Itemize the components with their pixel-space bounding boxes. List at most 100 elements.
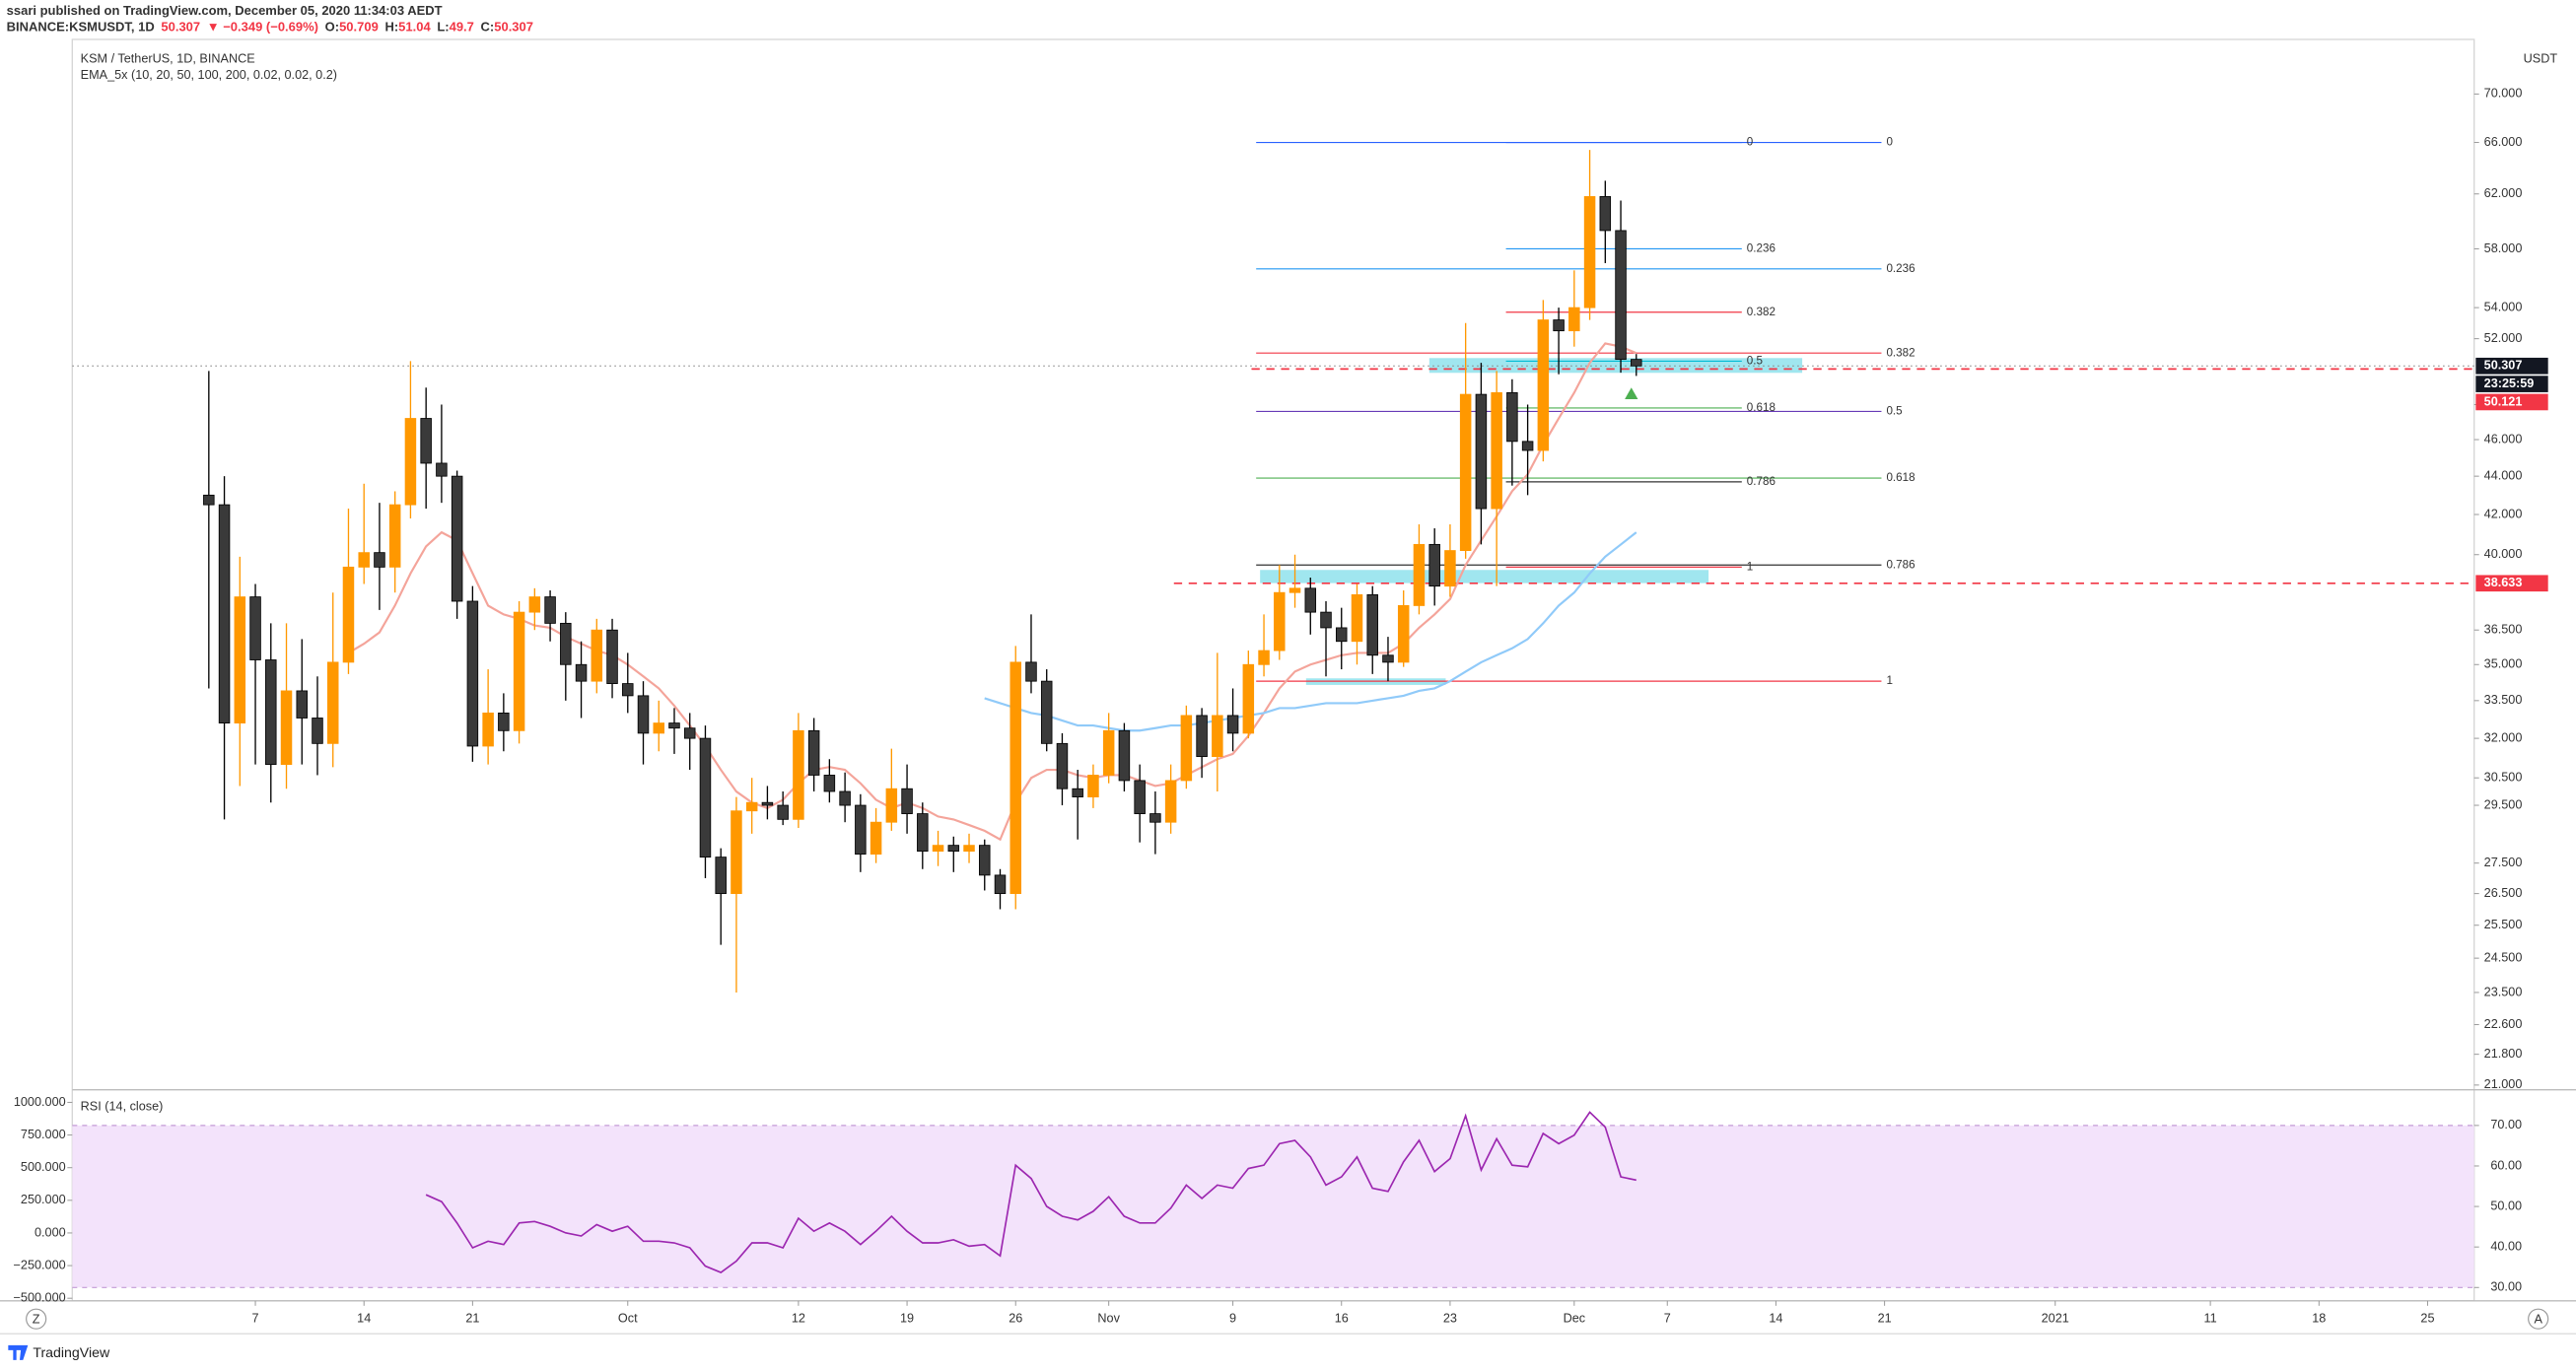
signal-marker	[1625, 387, 1638, 399]
candle-body	[326, 661, 339, 744]
candle-body	[498, 712, 510, 731]
candle-body	[482, 712, 494, 747]
rsi-y-tick-label: 70.00	[2490, 1118, 2522, 1131]
candle-body	[715, 857, 727, 895]
x-tick-label: Nov	[1097, 1312, 1120, 1326]
fib-level-label: 0.382	[1747, 306, 1775, 318]
y-tick-label: 62.000	[2484, 186, 2523, 200]
candle-body	[1226, 715, 1239, 734]
candle-body	[823, 775, 836, 792]
candle-body	[839, 790, 851, 806]
candle-body	[668, 722, 680, 729]
candle-body	[777, 804, 789, 820]
x-tick-label: 7	[1664, 1312, 1671, 1326]
candle-body	[1304, 587, 1317, 613]
candle-body	[622, 683, 634, 697]
candle-body	[699, 737, 712, 858]
candle-body	[1196, 715, 1208, 757]
fib-level-label: 0.5	[1886, 405, 1902, 418]
scale-button-label[interactable]: Z	[33, 1312, 40, 1326]
last-price-badge: 50.307	[2475, 357, 2548, 375]
alert-badge-bg	[2475, 575, 2548, 592]
scale-button[interactable]	[26, 1308, 47, 1330]
candle-body	[1320, 611, 1332, 629]
candle-body	[388, 504, 401, 568]
x-tick-label: 9	[1229, 1312, 1236, 1326]
candle-body	[994, 874, 1007, 895]
ohlc-value: 49.7	[450, 20, 474, 34]
last-price: 50.307	[161, 20, 200, 34]
candle-body	[963, 845, 975, 853]
symbol-line: BINANCE:KSMUSDT, 1D 50.307 ▼ −0.349 (−0.69…	[7, 20, 533, 34]
candle-body	[1583, 196, 1596, 308]
candle-body	[731, 810, 742, 895]
y-tick-label: 26.500	[2484, 886, 2523, 900]
rsi-left-tick-label: −250.000	[14, 1258, 66, 1271]
rsi-band-fill	[72, 1125, 2474, 1288]
y-tick-label: 32.000	[2484, 730, 2523, 744]
y-tick-label: 44.000	[2484, 468, 2523, 482]
x-tick-label: 23	[1443, 1312, 1457, 1326]
y-tick-label: 40.000	[2484, 547, 2523, 561]
candle-body	[1366, 593, 1378, 656]
candle-body	[637, 695, 650, 734]
candle-body	[793, 729, 804, 820]
rsi-left-tick-label: 500.000	[21, 1160, 66, 1174]
fib-level-label: 0.236	[1747, 242, 1775, 255]
candle-body	[1459, 393, 1472, 551]
x-tick-label: 18	[2312, 1312, 2326, 1326]
candle-body	[234, 596, 246, 724]
ema-line	[984, 531, 1637, 732]
candle-body	[1631, 359, 1642, 367]
rsi-y-tick-label: 60.00	[2490, 1158, 2522, 1172]
ohlc-label: C:	[481, 20, 495, 34]
candle-body	[1397, 605, 1410, 663]
candle-body	[1413, 543, 1426, 606]
rsi-y-tick-label: 40.00	[2490, 1240, 2522, 1254]
auto-button-label[interactable]: A	[2534, 1312, 2542, 1326]
y-tick-label: 35.000	[2484, 657, 2523, 671]
rsi-left-tick-label: 750.000	[21, 1128, 66, 1141]
alert-badge-text: 38.633	[2484, 576, 2523, 589]
y-tick-label: 29.500	[2484, 797, 2523, 811]
candle-body	[280, 690, 293, 766]
x-tick-label: 21	[1878, 1312, 1892, 1326]
candle-body	[528, 596, 541, 613]
candle-body	[901, 788, 913, 814]
candle-body	[885, 788, 898, 823]
x-tick-label: 12	[792, 1312, 805, 1326]
candle-body	[1475, 393, 1488, 510]
x-tick-label: 14	[357, 1312, 371, 1326]
alert-badge: 38.633	[2475, 575, 2548, 592]
candle-body	[342, 566, 355, 663]
candle-body	[1149, 813, 1161, 823]
x-tick-label: 16	[1335, 1312, 1349, 1326]
fib-level-label: 1	[1747, 560, 1753, 573]
candle-body	[653, 722, 664, 734]
candle-body	[870, 821, 882, 856]
auto-button[interactable]	[2528, 1308, 2549, 1330]
x-tick-label: 21	[465, 1312, 479, 1326]
candle-body	[606, 629, 618, 684]
rsi-left-tick-label: 250.000	[21, 1193, 66, 1206]
fib-level-label: 0.382	[1886, 346, 1915, 359]
candle-body	[855, 804, 867, 856]
candle-body	[560, 622, 572, 665]
fib-level-label: 0.786	[1886, 558, 1915, 571]
countdown-badge: 23:25:59	[2475, 376, 2548, 392]
x-tick-label: Dec	[1564, 1312, 1586, 1326]
zone-highlight	[1260, 570, 1709, 583]
ohlc-value: 50.307	[494, 20, 533, 34]
candle-body	[1288, 587, 1301, 593]
ohlc-value: 50.709	[339, 20, 379, 34]
candle-body	[947, 845, 960, 853]
candle-body	[513, 611, 525, 731]
candle-body	[544, 596, 556, 624]
candle-body	[575, 663, 588, 682]
candle-body	[218, 504, 231, 724]
candle-body	[1025, 661, 1037, 682]
y-tick-label: 70.000	[2484, 87, 2523, 101]
y-tick-label: 58.000	[2484, 241, 2523, 255]
candle-body	[404, 418, 417, 506]
candle-body	[1242, 663, 1255, 734]
